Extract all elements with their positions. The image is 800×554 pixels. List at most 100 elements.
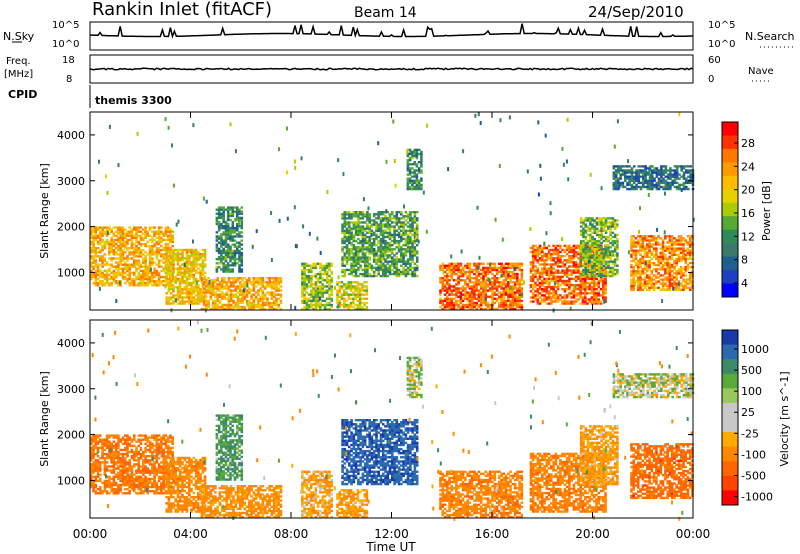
echo-cell [659, 266, 663, 269]
echo-cell [151, 251, 154, 254]
echo-cell [650, 257, 654, 261]
echo-cell [470, 268, 474, 272]
echo-cell [417, 169, 421, 172]
echo-cell [582, 229, 585, 232]
echo-cell [223, 303, 226, 307]
echo-cell [350, 264, 353, 267]
echo-cell [101, 275, 104, 279]
echo-cell [616, 223, 619, 226]
echo-cell [200, 281, 204, 284]
echo-cell [590, 281, 594, 285]
echo-cell [349, 287, 353, 290]
echo-cell [305, 277, 309, 280]
echo-cell [584, 260, 588, 263]
echo-cell [473, 301, 476, 305]
echo-cell [552, 244, 555, 248]
echo-cell [511, 299, 515, 303]
echo-cell [96, 284, 100, 287]
echo-cell [420, 185, 423, 189]
echo-cell [128, 277, 131, 281]
echo-cell [411, 187, 414, 191]
echo-cell [307, 281, 311, 284]
echo-cell [579, 217, 583, 220]
echo-cell [220, 295, 224, 298]
echo-cell [538, 271, 542, 274]
echo-cell [388, 237, 392, 241]
echo-cell [236, 301, 240, 305]
echo-cell [584, 275, 587, 278]
echo-cell [233, 249, 237, 253]
freq-panel: Freq. [MHz] 18 8 60 0 Nave [4, 54, 774, 85]
echo-cell [597, 279, 601, 283]
echo-cell [511, 295, 515, 298]
echo-cell [194, 290, 198, 293]
echo-cell [489, 268, 492, 272]
echo-cell [616, 244, 619, 247]
echo-cell [110, 242, 113, 246]
echo-cell [354, 262, 358, 265]
echo-cell [94, 271, 98, 275]
echo-cell [368, 244, 371, 247]
echo-cell [211, 287, 215, 290]
echo-cell [404, 270, 408, 274]
echo-cell [448, 287, 451, 290]
echo-cell [354, 293, 357, 296]
echo-cell [259, 295, 262, 298]
echo-cell [484, 295, 488, 298]
echo-cell [598, 241, 601, 245]
echo-cell [604, 252, 608, 255]
echo-cell [257, 303, 260, 307]
echo-cell [110, 238, 113, 242]
echo-cell [482, 272, 485, 276]
echo-cell [314, 295, 318, 298]
echo-cell [279, 285, 283, 288]
echo-cell [602, 239, 606, 243]
echo-cell [586, 217, 590, 220]
echo-cell [314, 299, 318, 303]
echo-cell [211, 281, 215, 284]
echo-cell [328, 283, 331, 286]
echo-cell [146, 284, 150, 287]
echo-cell [220, 225, 223, 228]
echo-cell [157, 247, 161, 250]
echo-cell [502, 301, 506, 305]
echo-cell [117, 267, 120, 270]
echo-cell [236, 249, 239, 253]
echo-cell [568, 248, 571, 252]
echo-cell [314, 301, 318, 305]
echo-cell [137, 228, 141, 231]
echo-cell [593, 273, 596, 276]
echo-cell [167, 257, 171, 260]
echo-cell [379, 252, 383, 255]
echo-cell [391, 268, 394, 272]
echo-cell [220, 285, 224, 288]
echo-cell [352, 256, 356, 259]
echo-cell [486, 305, 490, 309]
echo-cell [547, 267, 551, 270]
echo-cell [254, 305, 258, 309]
echo-cell [409, 246, 412, 249]
echo-cell [165, 255, 168, 258]
nsky-label: N.Sky [3, 30, 35, 43]
echo-cell [591, 219, 594, 222]
echo-cell [541, 300, 544, 303]
echo-cell [443, 279, 447, 282]
echo-cell [216, 287, 219, 290]
echo-cell [513, 262, 517, 265]
echo-cell [135, 236, 138, 240]
echo-cell [365, 289, 369, 292]
echo-cell [650, 251, 654, 254]
echo-cell [312, 299, 315, 303]
echo-cell [493, 297, 497, 300]
echo-cell [314, 307, 318, 311]
echo-cell [604, 266, 608, 270]
echo-cell [452, 285, 456, 288]
echo-cell [563, 248, 567, 252]
echo-cell [599, 244, 603, 248]
echo-cell [321, 277, 324, 280]
echo-cell [509, 307, 512, 311]
echo-cell [343, 289, 346, 292]
echo-cell [96, 247, 100, 250]
echo-cell [461, 303, 465, 307]
echo-cell [584, 223, 588, 226]
